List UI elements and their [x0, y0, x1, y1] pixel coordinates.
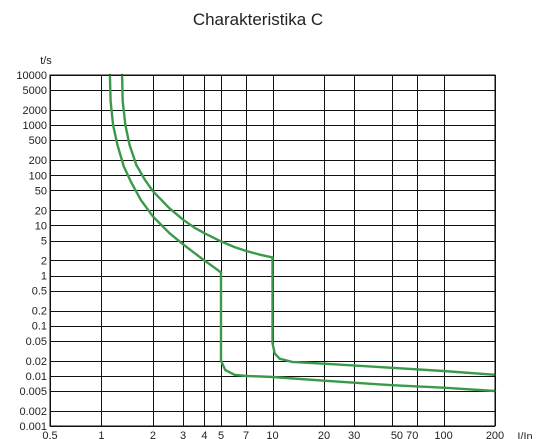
y-axis-ticks: 0.001 0.002 0.005 0.01 0.02 0.05 0.1 0.2 0.5 1 2 5 1…	[16, 70, 47, 433]
y-tick-label: 500	[29, 135, 47, 147]
x-tick-label: 4	[201, 430, 207, 439]
x-tick-label: 10	[266, 430, 278, 439]
x-tick-label: 50 70	[391, 430, 419, 439]
x-tick-label: 0.5	[42, 430, 57, 439]
y-tick-label: 0.002	[19, 406, 47, 418]
y-tick-label: 5000	[23, 85, 47, 97]
y-tick-label: 2	[41, 255, 47, 267]
y-tick-label: 0.02	[26, 356, 47, 368]
x-tick-label: 100	[434, 430, 452, 439]
y-tick-label: 200	[29, 155, 47, 167]
x-tick-label: 1	[98, 430, 104, 439]
x-tick-label: 200	[486, 430, 504, 439]
x-tick-label: 7	[243, 430, 249, 439]
y-tick-label: 10000	[16, 70, 47, 82]
tripping-curve-1	[108, 73, 497, 393]
x-tick-label: 3	[180, 430, 186, 439]
x-axis-ticks: 0.5 1 2 3 4 5 7 10 20 30 50 70 100 200	[42, 430, 504, 439]
y-tick-label: 100	[29, 170, 47, 182]
x-axis-label: I/In	[517, 431, 532, 439]
y-tick-label: 50	[35, 185, 47, 197]
tripping-curves	[108, 73, 497, 393]
y-tick-label: 1000	[23, 120, 47, 132]
y-tick-label: 0.2	[32, 306, 47, 318]
x-tick-label: 30	[348, 430, 360, 439]
x-tick-label: 20	[318, 430, 330, 439]
y-tick-label: 0.1	[32, 321, 47, 333]
y-tick-label: 5	[41, 236, 47, 248]
y-tick-label: 10	[35, 220, 47, 232]
y-tick-label: 0.005	[19, 386, 47, 398]
tripping-curve-2	[120, 73, 497, 376]
y-tick-label: 0.01	[26, 371, 47, 383]
y-axis-label: t/s	[40, 55, 52, 67]
y-tick-label: 0.5	[32, 286, 47, 298]
x-tick-label: 5	[218, 430, 224, 439]
grid	[50, 75, 496, 427]
y-tick-label: 0.001	[19, 421, 47, 433]
plot-frame	[49, 74, 496, 427]
y-tick-label: 20	[35, 205, 47, 217]
y-tick-label: 2000	[23, 105, 47, 117]
x-tick-label: 2	[150, 430, 156, 439]
y-tick-label: 0.05	[26, 336, 47, 348]
y-tick-label: 1	[41, 271, 47, 283]
chart-title: Charakteristika C	[193, 10, 323, 29]
